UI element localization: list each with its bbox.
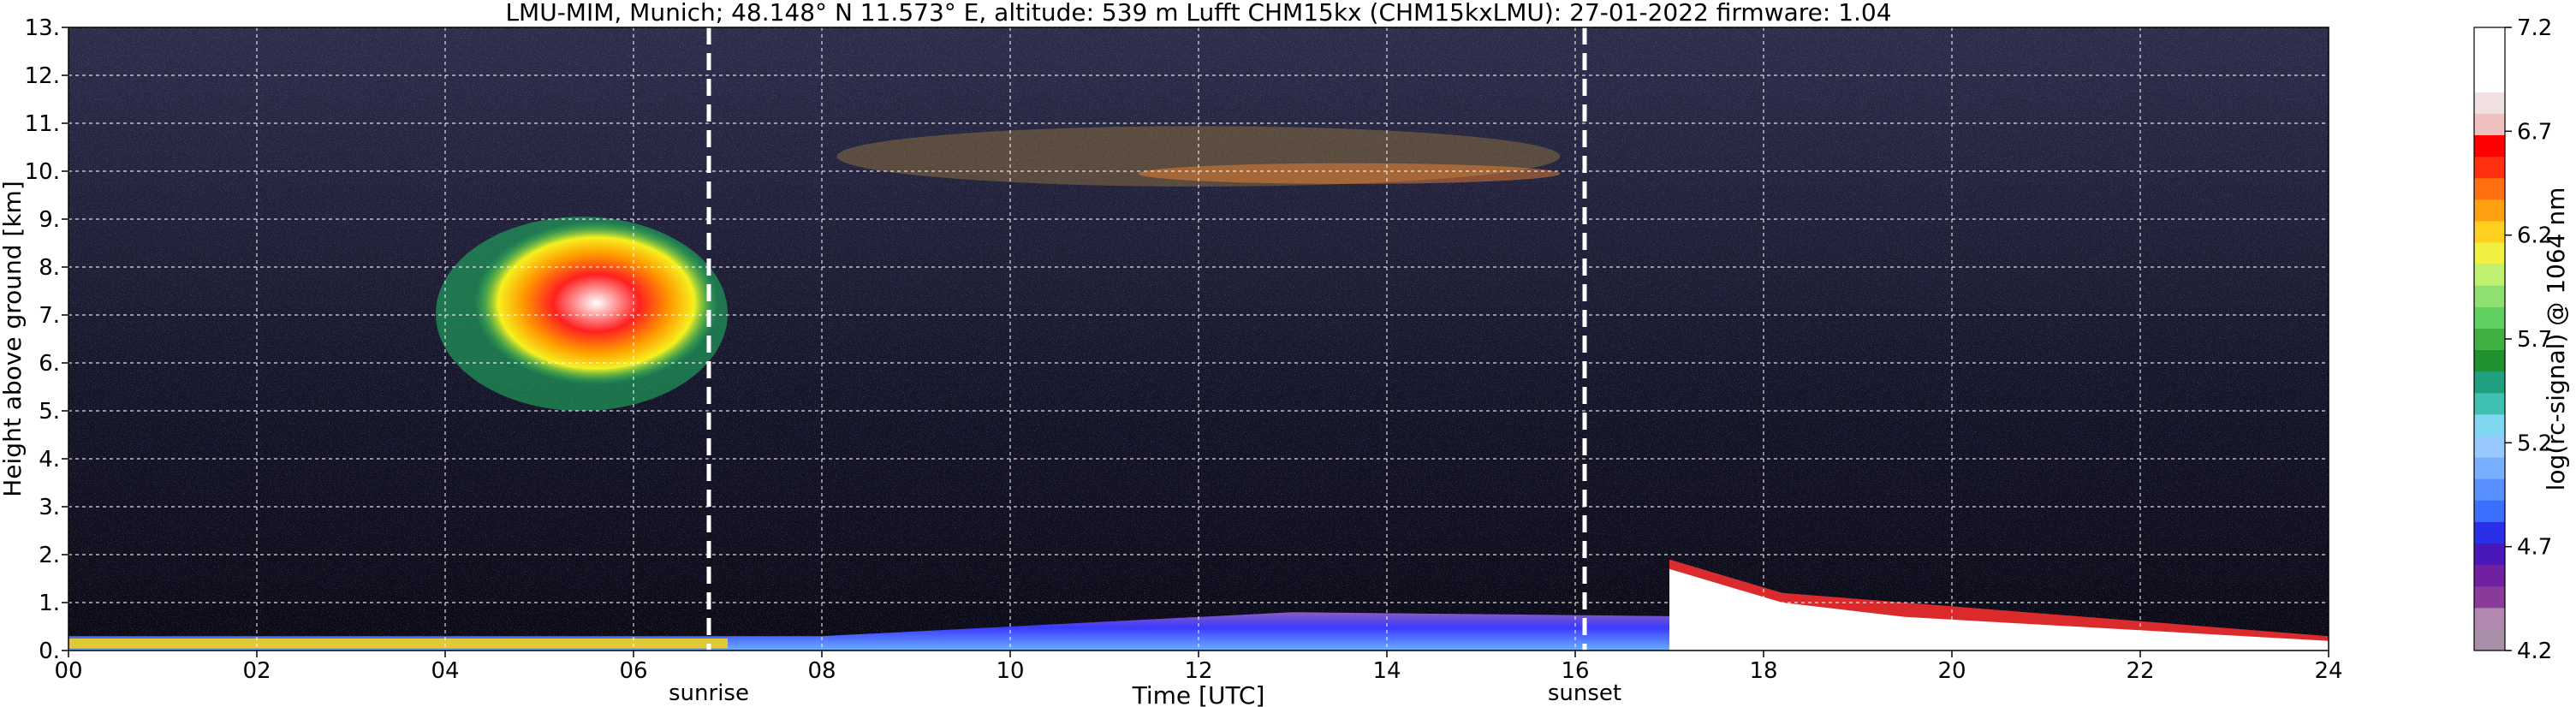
colorbar-band: [2474, 349, 2505, 372]
y-tick-label: 10.: [25, 159, 60, 185]
y-tick-label: 9.: [39, 207, 60, 233]
x-tick-label: 08: [807, 658, 836, 684]
colorbar-band: [2474, 70, 2505, 92]
colorbar-band: [2474, 285, 2505, 307]
colorbar-band: [2474, 27, 2505, 50]
colorbar-band: [2474, 521, 2505, 544]
colorbar-tick-label: 5.2: [2517, 431, 2552, 456]
y-axis-label: Height above ground [km]: [0, 181, 27, 497]
colorbar-band: [2474, 156, 2505, 179]
y-tick-label: 4.: [39, 447, 60, 472]
low-cloud-core: [1669, 568, 2329, 651]
colorbar-band: [2474, 328, 2505, 351]
x-tick-label: 14: [1372, 658, 1401, 684]
y-axis-ticks: 0. 1. 2. 3. 4. 5. 6. 7. 8. 9. 10. 11. 12. 13.: [25, 15, 68, 664]
cloud-core: [473, 221, 719, 385]
colorbar-band: [2474, 113, 2505, 136]
colorbar-band: [2474, 371, 2505, 394]
x-tick-label: 10: [996, 658, 1024, 684]
x-tick-label: 02: [242, 658, 271, 684]
surface-layer: [68, 639, 728, 649]
chart-title: LMU-MIM, Munich; 48.148° N 11.573° E, al…: [505, 0, 1891, 27]
colorbar-label: log(rc-signal) @ 1064 nm: [2542, 187, 2570, 491]
colorbar-tick-label: 4.7: [2517, 535, 2552, 561]
x-tick-label: 20: [1937, 658, 1966, 684]
colorbar-band: [2474, 264, 2505, 286]
colorbar-band: [2474, 134, 2505, 157]
colorbar-band: [2474, 220, 2505, 243]
annotation-label: sunset: [1548, 680, 1621, 706]
grid-lines: [68, 27, 2329, 651]
colorbar-band: [2474, 199, 2505, 222]
colorbar-band: [2474, 177, 2505, 200]
colorbar-band: [2474, 392, 2505, 415]
colorbar-band: [2474, 585, 2505, 609]
colorbar-band: [2474, 242, 2505, 264]
colorbar-tick-label: 6.7: [2517, 119, 2552, 145]
x-axis-ticks: 00 02 04 06 08 10 12 14 16 18 20 22 24: [54, 651, 2343, 684]
y-tick-label: 12.: [25, 63, 60, 89]
y-tick-label: 11.: [25, 111, 60, 137]
colorbar-band: [2474, 92, 2505, 114]
colorbar-band: [2474, 413, 2505, 437]
colorbar-tick-label: 6.2: [2517, 223, 2552, 249]
y-tick-label: 5.: [39, 399, 60, 425]
x-tick-label: 04: [431, 658, 459, 684]
colorbar-tick-label: 4.2: [2517, 639, 2552, 664]
y-tick-label: 0.: [39, 639, 60, 664]
colorbar-tick-label: 5.7: [2517, 327, 2552, 353]
y-tick-label: 8.: [39, 255, 60, 281]
y-tick-label: 13.: [25, 15, 60, 41]
annotation-lines: [706, 27, 1587, 651]
colorbar-band: [2474, 457, 2505, 479]
thin-cloud-core: [1138, 163, 1561, 184]
y-tick-label: 2.: [39, 543, 60, 568]
colorbar-band: [2474, 543, 2505, 566]
x-tick-label: 22: [2126, 658, 2154, 684]
colorbar-band: [2474, 49, 2505, 71]
colorbar-band: [2474, 306, 2505, 329]
colorbar-band: [2474, 628, 2505, 651]
y-tick-label: 3.: [39, 495, 60, 520]
x-tick-label: 18: [1749, 658, 1777, 684]
x-axis-label: Time [UTC]: [1132, 681, 1265, 707]
plot-area: [68, 27, 2329, 651]
colorbar-ticks: 4.2 4.7 5.2 5.7 6.2 6.7 7.2: [2505, 15, 2552, 664]
annotation-label: sunrise: [669, 680, 749, 706]
colorbar: [2473, 27, 2506, 651]
x-tick-label: 00: [54, 658, 82, 684]
colorbar-band: [2474, 435, 2505, 458]
y-tick-label: 7.: [39, 303, 60, 329]
x-tick-label: 06: [619, 658, 647, 684]
annotation-labels: sunrise sunset: [669, 680, 1621, 706]
x-tick-label: 12: [1184, 658, 1212, 684]
y-tick-label: 1.: [39, 591, 60, 616]
colorbar-band: [2474, 607, 2505, 630]
colorbar-band: [2474, 478, 2505, 501]
y-tick-label: 6.: [39, 351, 60, 377]
x-tick-label: 16: [1561, 658, 1589, 684]
colorbar-band: [2474, 564, 2505, 587]
colorbar-tick-label: 7.2: [2517, 15, 2552, 41]
x-tick-label: 24: [2314, 658, 2342, 684]
colorbar-band: [2474, 500, 2505, 522]
